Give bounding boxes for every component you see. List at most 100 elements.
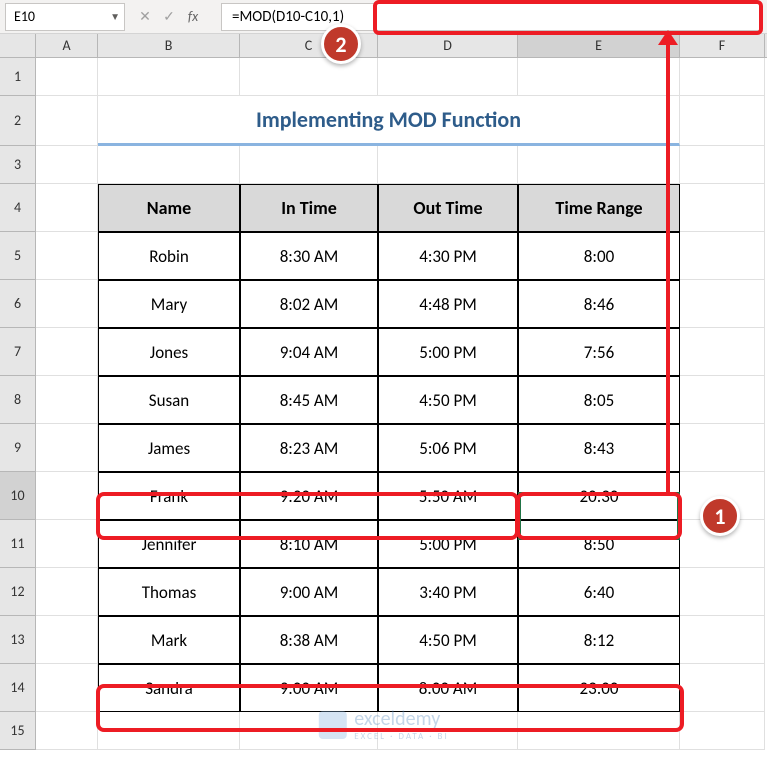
table-cell[interactable]: 8:00 AM <box>378 664 518 712</box>
col-header-a[interactable]: A <box>36 34 98 57</box>
cell[interactable] <box>36 424 98 472</box>
header-range[interactable]: Time Range <box>518 184 680 232</box>
table-cell[interactable]: 4:50 PM <box>378 616 518 664</box>
col-header-f[interactable]: F <box>680 34 765 57</box>
table-cell[interactable]: 9:20 AM <box>240 472 378 520</box>
table-cell[interactable]: Jennifer <box>98 520 240 568</box>
cell[interactable] <box>36 232 98 280</box>
name-box[interactable]: E10 ▼ <box>5 3 125 31</box>
row-header-14[interactable]: 14 <box>0 664 36 712</box>
cell[interactable] <box>36 376 98 424</box>
cell[interactable] <box>680 184 765 232</box>
formula-input[interactable]: =MOD(D10-C10,1) <box>221 3 762 31</box>
cell[interactable] <box>98 58 240 96</box>
row-header-11[interactable]: 11 <box>0 520 36 568</box>
table-cell[interactable]: 4:50 PM <box>378 376 518 424</box>
table-cell[interactable]: Susan <box>98 376 240 424</box>
table-cell[interactable]: 5:00 PM <box>378 520 518 568</box>
table-cell[interactable]: Mark <box>98 616 240 664</box>
table-cell[interactable]: 5:00 PM <box>378 328 518 376</box>
table-cell[interactable]: 23:00 <box>518 664 680 712</box>
table-cell[interactable]: 4:48 PM <box>378 280 518 328</box>
table-cell[interactable]: Mary <box>98 280 240 328</box>
row-header-10[interactable]: 10 <box>0 472 36 520</box>
cell[interactable] <box>36 96 98 146</box>
cell[interactable] <box>36 328 98 376</box>
cell[interactable] <box>680 96 765 146</box>
cell[interactable] <box>98 712 240 750</box>
table-cell[interactable]: 8:10 AM <box>240 520 378 568</box>
table-cell[interactable]: Frank <box>98 472 240 520</box>
cell[interactable] <box>378 58 518 96</box>
row-header-8[interactable]: 8 <box>0 376 36 424</box>
table-cell[interactable]: James <box>98 424 240 472</box>
cell[interactable] <box>36 616 98 664</box>
row-header-13[interactable]: 13 <box>0 616 36 664</box>
table-cell[interactable]: Thomas <box>98 568 240 616</box>
table-cell[interactable]: 8:46 <box>518 280 680 328</box>
table-cell[interactable]: 20:30 <box>518 472 680 520</box>
cell[interactable] <box>378 146 518 184</box>
cell[interactable] <box>518 58 680 96</box>
table-cell[interactable]: 4:30 PM <box>378 232 518 280</box>
chevron-down-icon[interactable]: ▼ <box>110 10 120 23</box>
row-header-2[interactable]: 2 <box>0 96 36 146</box>
title-cell[interactable]: Implementing MOD Function <box>98 96 680 146</box>
row-header-15[interactable]: 15 <box>0 712 36 750</box>
row-header-6[interactable]: 6 <box>0 280 36 328</box>
cell[interactable] <box>680 58 765 96</box>
header-out[interactable]: Out Time <box>378 184 518 232</box>
table-cell[interactable]: 8:50 <box>518 520 680 568</box>
fx-icon[interactable]: fx <box>183 8 203 25</box>
table-cell[interactable]: 8:43 <box>518 424 680 472</box>
row-header-9[interactable]: 9 <box>0 424 36 472</box>
cell[interactable] <box>518 712 680 750</box>
table-cell[interactable]: 8:12 <box>518 616 680 664</box>
cell[interactable] <box>680 568 765 616</box>
row-header-3[interactable]: 3 <box>0 146 36 184</box>
table-cell[interactable]: Jones <box>98 328 240 376</box>
cell[interactable] <box>36 280 98 328</box>
cell[interactable] <box>36 664 98 712</box>
table-cell[interactable]: 9:04 AM <box>240 328 378 376</box>
table-cell[interactable]: 8:30 AM <box>240 232 378 280</box>
cell[interactable] <box>680 232 765 280</box>
cell[interactable] <box>36 520 98 568</box>
cell[interactable] <box>36 58 98 96</box>
cell[interactable] <box>680 376 765 424</box>
row-header-5[interactable]: 5 <box>0 232 36 280</box>
table-cell[interactable]: 7:56 <box>518 328 680 376</box>
table-cell[interactable]: 6:40 <box>518 568 680 616</box>
cell[interactable] <box>36 146 98 184</box>
cell[interactable] <box>680 146 765 184</box>
cell[interactable] <box>680 280 765 328</box>
col-header-d[interactable]: D <box>378 34 518 57</box>
cell[interactable] <box>240 58 378 96</box>
table-cell[interactable]: Robin <box>98 232 240 280</box>
cell[interactable] <box>680 616 765 664</box>
table-cell[interactable]: 8:00 <box>518 232 680 280</box>
cell[interactable] <box>98 146 240 184</box>
cell[interactable] <box>518 146 680 184</box>
cell[interactable] <box>36 184 98 232</box>
cell[interactable] <box>680 424 765 472</box>
cell[interactable] <box>36 568 98 616</box>
table-cell[interactable]: 8:02 AM <box>240 280 378 328</box>
cancel-icon[interactable]: ✕ <box>135 8 155 25</box>
table-cell[interactable]: 9:00 AM <box>240 664 378 712</box>
col-header-b[interactable]: B <box>98 34 240 57</box>
table-cell[interactable]: 3:40 PM <box>378 568 518 616</box>
row-header-7[interactable]: 7 <box>0 328 36 376</box>
cell[interactable] <box>240 146 378 184</box>
cell[interactable] <box>680 664 765 712</box>
table-cell[interactable]: 8:05 <box>518 376 680 424</box>
row-header-4[interactable]: 4 <box>0 184 36 232</box>
table-cell[interactable]: 5:50 AM <box>378 472 518 520</box>
table-cell[interactable]: 8:38 AM <box>240 616 378 664</box>
select-all-corner[interactable] <box>0 34 36 57</box>
row-header-12[interactable]: 12 <box>0 568 36 616</box>
col-header-e[interactable]: E <box>518 34 680 57</box>
cell[interactable] <box>680 328 765 376</box>
cell[interactable] <box>36 472 98 520</box>
table-cell[interactable]: 9:00 AM <box>240 568 378 616</box>
